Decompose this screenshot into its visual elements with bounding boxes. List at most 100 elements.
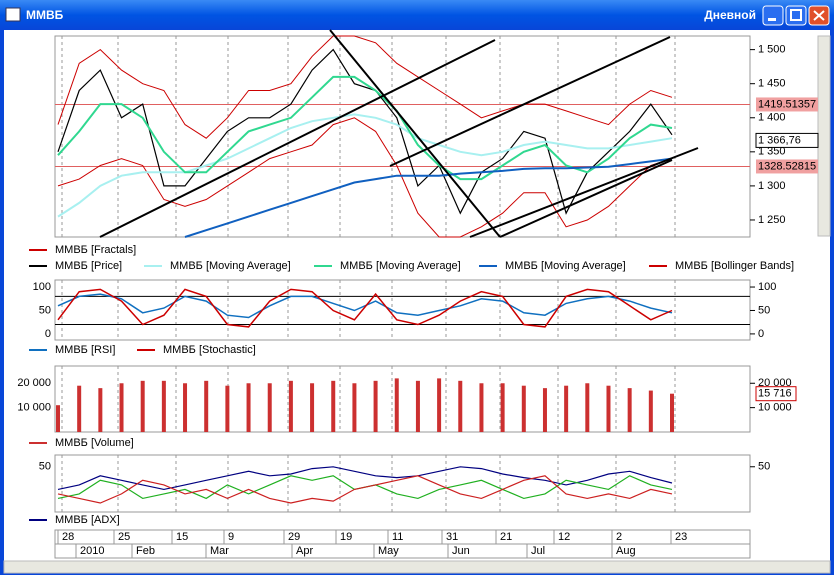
volume-bar: [310, 383, 315, 432]
last-price-label: 1 366,76: [758, 134, 801, 146]
minimize-icon: [768, 18, 776, 21]
minimize-button[interactable]: [762, 5, 784, 26]
y-tick-label: 1 300: [758, 180, 786, 192]
volume-bar: [288, 380, 293, 432]
legend-label: ММВБ [Bollinger Bands]: [675, 260, 794, 272]
y-tick-label: 50: [758, 461, 770, 473]
volume-bar: [458, 380, 463, 432]
legend-label: ММВБ [Moving Average]: [505, 260, 626, 272]
y-tick-label: 100: [758, 281, 776, 293]
y-tick-label-left: 10 000: [17, 402, 51, 414]
month-label: Jul: [531, 545, 545, 557]
last-price-box: [755, 132, 819, 148]
y-tick-label: 1 400: [758, 112, 786, 124]
moving-average: [57, 113, 673, 218]
volume-bar: [606, 385, 611, 432]
legend-label: ММВБ [Volume]: [55, 437, 134, 449]
volume-bar: [98, 388, 103, 432]
y-tick-label: 20 000: [758, 377, 792, 389]
app-icon: [5, 7, 21, 22]
volume-bar: [352, 383, 357, 432]
month-label: Aug: [616, 545, 636, 557]
day-label: 23: [675, 531, 687, 543]
last-volume-label: 15 716: [758, 388, 792, 400]
volume-bar: [479, 383, 484, 432]
y-tick-label: 1 350: [758, 146, 786, 158]
volume-bar: [140, 380, 145, 432]
vertical-scrollbar[interactable]: [817, 35, 831, 237]
volume-bar: [204, 380, 209, 432]
mode-label[interactable]: Дневной: [704, 8, 756, 22]
month-label: 2010: [80, 545, 104, 557]
volume-bar: [500, 383, 505, 432]
bollinger-upper: [57, 35, 673, 139]
day-label: 11: [392, 531, 403, 543]
legend-label: ММВБ [Fractals]: [55, 244, 136, 256]
legend-label: ММВБ [RSI]: [55, 344, 115, 356]
day-label: 28: [62, 531, 74, 543]
level-label: 1328.52815: [758, 160, 816, 172]
close-icon: [813, 10, 825, 21]
volume-bar: [564, 385, 569, 432]
day-label: 21: [500, 531, 512, 543]
oscillator-line: [57, 288, 673, 328]
trend-lines: [99, 29, 699, 238]
day-label: 25: [118, 531, 130, 543]
title-bar: [0, 0, 834, 30]
month-label: May: [378, 545, 399, 557]
volume-bar: [246, 383, 251, 432]
day-label: 12: [558, 531, 570, 543]
maximize-icon: [790, 9, 802, 21]
volume-bar: [267, 383, 272, 432]
horizontal-scrollbar[interactable]: [3, 560, 831, 574]
moving-average: [184, 157, 673, 238]
last-volume-box: [755, 386, 797, 402]
y-tick-label: 1 450: [758, 78, 786, 90]
day-label: 2: [616, 531, 622, 543]
y-tick-label: 0: [758, 328, 764, 340]
volume-bar: [56, 405, 60, 432]
day-label: 9: [228, 531, 234, 543]
volume-bar: [331, 380, 336, 432]
day-label: 19: [340, 531, 352, 543]
volume-bar: [77, 385, 82, 432]
month-label: Apr: [296, 545, 313, 557]
month-label: Jun: [452, 545, 470, 557]
volume-bar: [542, 388, 547, 432]
volume-bar: [585, 383, 590, 432]
moving-average: [57, 75, 673, 181]
y-tick-label: 1 250: [758, 214, 786, 226]
legend-label: ММВБ [Moving Average]: [340, 260, 461, 272]
month-label: Feb: [136, 545, 155, 557]
volume-bar: [161, 380, 166, 432]
level-box: [756, 159, 818, 174]
level-label: 1419.51357: [758, 98, 816, 110]
y-tick-label-left: 50: [39, 304, 51, 316]
window-title: ММВБ: [26, 8, 64, 22]
pane-frame: [54, 365, 751, 433]
y-tick-label-left: 0: [45, 328, 51, 340]
y-tick-label-left: 50: [39, 461, 51, 473]
legend-label: ММВБ [Moving Average]: [170, 260, 291, 272]
y-tick-label: 10 000: [758, 402, 792, 414]
volume-bar: [373, 380, 378, 432]
maximize-button[interactable]: [785, 5, 807, 26]
pane-frame: [54, 454, 751, 513]
volume-bar: [225, 385, 230, 432]
level-box: [756, 97, 818, 112]
y-tick-label-left: 20 000: [17, 377, 51, 389]
volume-bar: [119, 383, 124, 432]
adx-line: [57, 475, 673, 504]
volume-bar: [521, 385, 526, 432]
volume-bar: [394, 378, 399, 432]
adx-line: [57, 466, 673, 491]
legend-label: ММВБ [Price]: [55, 260, 122, 272]
volume-bar: [627, 388, 632, 432]
bollinger-lower: [57, 117, 673, 238]
volume-bar: [415, 380, 420, 432]
day-label: 29: [288, 531, 300, 543]
day-label: 15: [176, 531, 188, 543]
volume-bar: [648, 390, 653, 432]
y-tick-label: 50: [758, 304, 770, 316]
